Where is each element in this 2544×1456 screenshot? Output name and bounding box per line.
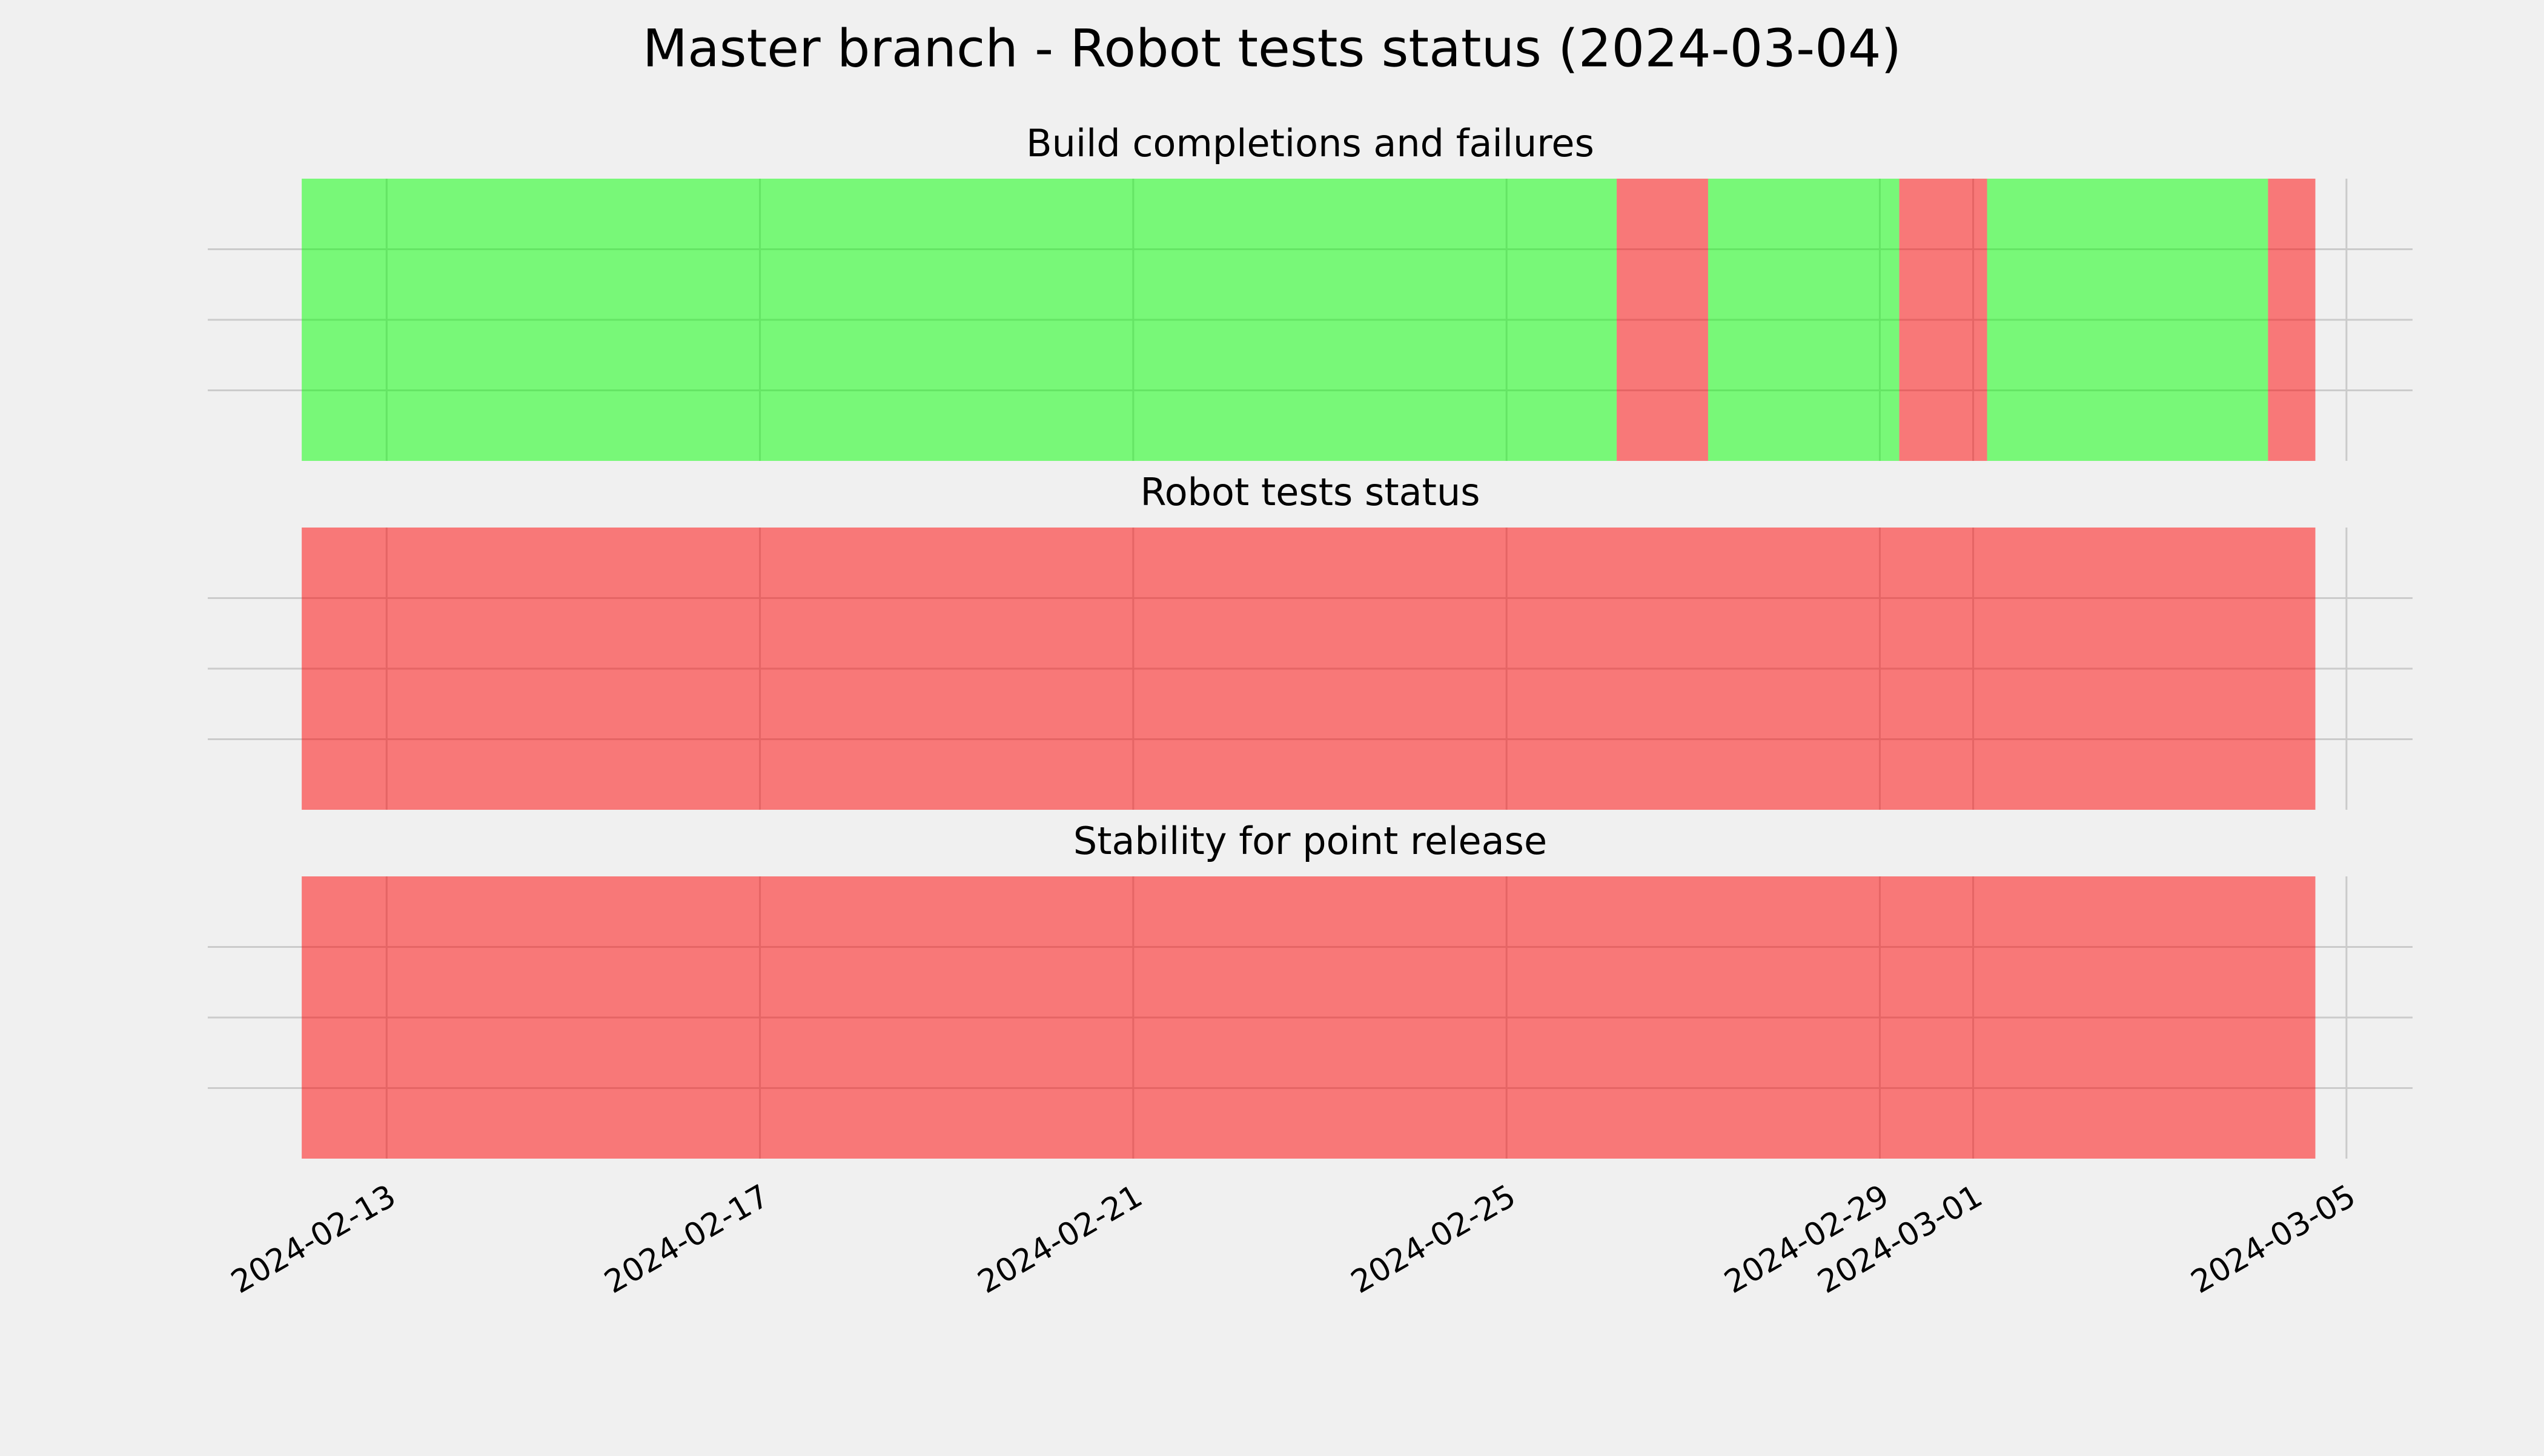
status-segment (302, 179, 1617, 461)
chart-title: Master branch - Robot tests status (2024… (643, 18, 1901, 79)
status-segment (1708, 179, 1900, 461)
subplot-title: Robot tests status (1140, 470, 1480, 514)
status-segment (302, 876, 2316, 1159)
x-tick-label: 2024-02-17 (598, 1178, 775, 1301)
status-segment (2268, 179, 2316, 461)
status-segment (1617, 179, 1708, 461)
x-tick-label: 2024-02-21 (972, 1178, 1148, 1301)
x-tick-label: 2024-02-25 (1345, 1178, 1522, 1301)
status-segment (1987, 179, 2268, 461)
status-segment (302, 528, 2316, 810)
x-tick-label: 2024-03-05 (2185, 1178, 2362, 1301)
subplot-title: Stability for point release (1073, 819, 1547, 863)
status-segment (1899, 179, 1987, 461)
subplot-title: Build completions and failures (1026, 121, 1594, 165)
x-tick-label: 2024-02-13 (225, 1178, 402, 1301)
